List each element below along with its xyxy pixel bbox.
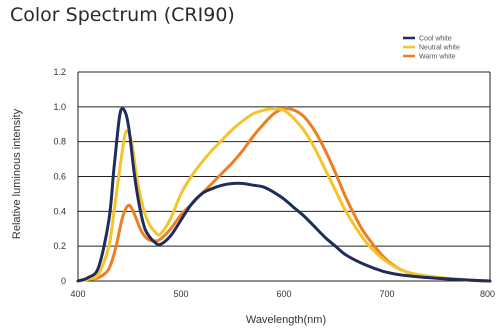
- series-lines: [76, 106, 492, 283]
- y-tick-label: 0: [61, 276, 66, 286]
- series-line-neutral-white: [76, 107, 492, 283]
- x-tick-labels: 400 500 600 700 800: [70, 289, 495, 299]
- x-tick-label: 400: [70, 289, 85, 299]
- legend-label: Cool white: [419, 36, 452, 43]
- y-tick-label: 0.8: [53, 137, 66, 147]
- y-tick-label: 0.6: [53, 172, 66, 182]
- legend-label: Warm white: [419, 54, 456, 61]
- x-axis-label: Wavelength(nm): [246, 314, 326, 326]
- legend: Cool white Neutral white Warm white: [403, 36, 460, 61]
- grid-lines: [77, 71, 491, 282]
- legend-label: Neutral white: [419, 45, 460, 52]
- x-tick-label: 700: [379, 289, 394, 299]
- y-tick-label: 0.4: [53, 206, 66, 216]
- y-axis-label: Relative luminous intensity: [11, 108, 23, 239]
- y-tick-label: 0.2: [53, 241, 66, 251]
- y-tick-label: 1.2: [53, 67, 66, 77]
- y-tick-label: 1.0: [53, 102, 66, 112]
- series-line-cool-white: [76, 107, 492, 283]
- y-tick-labels: 0 0.2 0.4 0.6 0.8 1.0 1.2: [53, 67, 66, 286]
- x-tick-label: 600: [276, 289, 291, 299]
- x-tick-label: 500: [173, 289, 188, 299]
- x-tick-label: 800: [480, 289, 495, 299]
- series-line-warm-white: [76, 106, 492, 283]
- chart-title: Color Spectrum (CRI90): [10, 4, 235, 26]
